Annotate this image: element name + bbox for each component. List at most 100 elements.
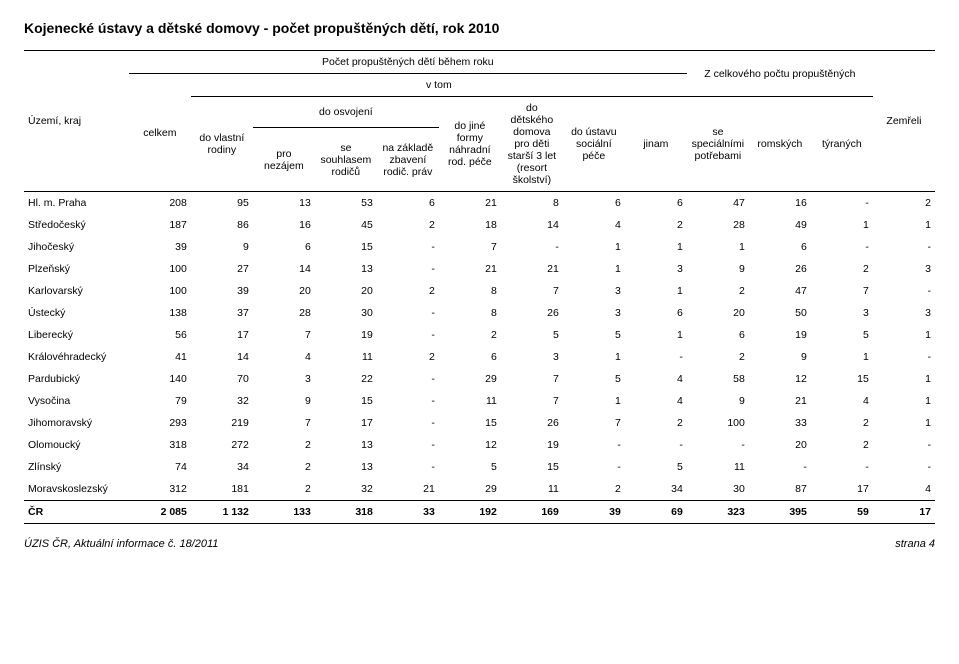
cell: 1 (563, 236, 625, 258)
cell: 14 (501, 214, 563, 236)
cell: - (873, 456, 935, 478)
table-row: Plzeňský100271413-21211392623 (24, 258, 935, 280)
hdr-zemreli: Zemřeli (873, 51, 935, 192)
cell: 30 (315, 302, 377, 324)
cell: 4 (563, 214, 625, 236)
row-label: Středočeský (24, 214, 129, 236)
cell: 7 (253, 324, 315, 346)
cell: 13 (315, 434, 377, 456)
cell: 2 (625, 214, 687, 236)
cell: 15 (811, 368, 873, 390)
cell: 13 (315, 456, 377, 478)
row-label: Olomoucký (24, 434, 129, 456)
cell: 15 (439, 412, 501, 434)
cell: 41 (129, 346, 191, 368)
cell: 2 (811, 412, 873, 434)
cell: 9 (191, 236, 253, 258)
row-label: Jihočeský (24, 236, 129, 258)
row-label: Plzeňský (24, 258, 129, 280)
cell: 208 (129, 192, 191, 215)
cell: 39 (129, 236, 191, 258)
total-cell: 318 (315, 501, 377, 524)
hdr-osvoj: do osvojení (253, 97, 439, 128)
cell: 6 (625, 192, 687, 215)
cell: 100 (129, 280, 191, 302)
cell: 8 (439, 302, 501, 324)
cell: 5 (439, 456, 501, 478)
cell: 4 (253, 346, 315, 368)
table-body: Hl. m. Praha2089513536218664716-2Středoč… (24, 192, 935, 524)
cell: 3 (873, 302, 935, 324)
cell: 12 (439, 434, 501, 456)
total-cell: 133 (253, 501, 315, 524)
hdr-group-zcelk: Z celkového počtu propuštěných (687, 51, 873, 97)
total-cell: 17 (873, 501, 935, 524)
cell: 20 (687, 302, 749, 324)
cell: 7 (501, 390, 563, 412)
cell: 187 (129, 214, 191, 236)
cell: - (377, 302, 439, 324)
cell: 2 (811, 434, 873, 456)
cell: 1 (625, 280, 687, 302)
cell: 32 (315, 478, 377, 501)
cell: - (873, 434, 935, 456)
hdr-celkem: celkem (129, 74, 191, 192)
table-row: Ústecký138372830-82636205033 (24, 302, 935, 324)
cell: - (625, 434, 687, 456)
cell: 95 (191, 192, 253, 215)
cell: 1 (563, 258, 625, 280)
table-row: Jihomoravský293219717-1526721003321 (24, 412, 935, 434)
cell: 20 (749, 434, 811, 456)
cell: 3 (811, 302, 873, 324)
cell: 8 (501, 192, 563, 215)
cell: 5 (811, 324, 873, 346)
cell: 14 (253, 258, 315, 280)
cell: 1 (873, 390, 935, 412)
cell: 1 (873, 368, 935, 390)
cell: - (873, 346, 935, 368)
hdr-region: Území, kraj (24, 51, 129, 192)
cell: - (811, 192, 873, 215)
cell: 47 (749, 280, 811, 302)
total-cell: 323 (687, 501, 749, 524)
cell: 17 (315, 412, 377, 434)
cell: 8 (439, 280, 501, 302)
cell: - (377, 390, 439, 412)
cell: 2 (439, 324, 501, 346)
cell: 9 (687, 258, 749, 280)
cell: 87 (749, 478, 811, 501)
row-label: Pardubický (24, 368, 129, 390)
cell: 11 (439, 390, 501, 412)
table-header: Území, kraj Počet propuštěných dětí běhe… (24, 51, 935, 192)
cell: 181 (191, 478, 253, 501)
cell: 34 (191, 456, 253, 478)
table-row: Jihočeský399615-7-1116-- (24, 236, 935, 258)
cell: 2 (811, 258, 873, 280)
cell: 318 (129, 434, 191, 456)
cell: 2 (253, 456, 315, 478)
cell: 13 (253, 192, 315, 215)
page-footer: ÚZIS ČR, Aktuální informace č. 18/2011 s… (24, 538, 935, 550)
cell: 1 (625, 236, 687, 258)
hdr-domova: do dětského domova pro děti starší 3 let… (501, 97, 563, 192)
cell: 86 (191, 214, 253, 236)
cell: 6 (625, 302, 687, 324)
cell: 219 (191, 412, 253, 434)
cell: - (873, 280, 935, 302)
cell: 19 (501, 434, 563, 456)
cell: 6 (377, 192, 439, 215)
row-label: Moravskoslezský (24, 478, 129, 501)
cell: 100 (129, 258, 191, 280)
cell: 12 (749, 368, 811, 390)
hdr-nezajem: pro nezájem (253, 128, 315, 192)
cell: 1 (563, 346, 625, 368)
table-row: Královéhradecký41144112631-291- (24, 346, 935, 368)
cell: 53 (315, 192, 377, 215)
cell: 1 (873, 324, 935, 346)
cell: 14 (191, 346, 253, 368)
cell: 1 (873, 412, 935, 434)
cell: 5 (563, 324, 625, 346)
cell: 22 (315, 368, 377, 390)
hdr-vlastni: do vlastní rodiny (191, 97, 253, 192)
row-label: Karlovarský (24, 280, 129, 302)
